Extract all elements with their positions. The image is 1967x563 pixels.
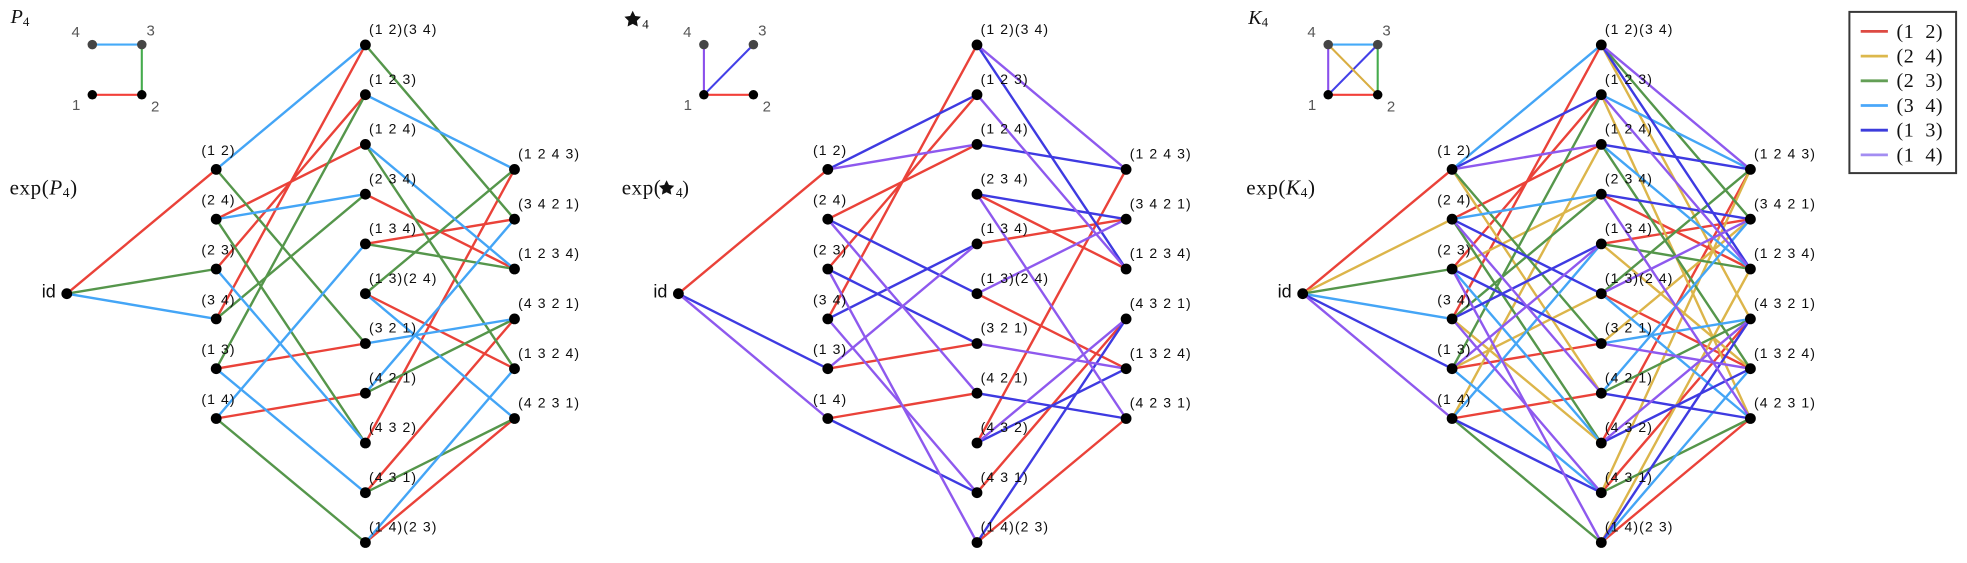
svg-text:4: 4 xyxy=(72,24,80,41)
svg-text:(1 2 3 4): (1 2 3 4) xyxy=(1130,245,1192,261)
svg-text:(1 2): (1 2) xyxy=(813,142,847,158)
svg-text:(1 4)(2 3): (1 4)(2 3) xyxy=(369,519,438,535)
svg-text:(4 2 3 1): (4 2 3 1) xyxy=(1130,395,1192,411)
svg-text:(1 2): (1 2) xyxy=(1437,142,1471,158)
svg-text:(1 3): (1 3) xyxy=(201,341,235,357)
svg-text:(4 3 2): (4 3 2) xyxy=(981,419,1029,435)
svg-text:(1 4)(2 3): (1 4)(2 3) xyxy=(981,519,1050,535)
svg-text:(1 2): (1 2) xyxy=(1897,21,1944,43)
svg-text:4: 4 xyxy=(676,185,683,200)
svg-text:(3 4 2 1): (3 4 2 1) xyxy=(1754,195,1816,211)
svg-text:(4 2 3 1): (4 2 3 1) xyxy=(1754,395,1816,411)
svg-text:(4 3 1): (4 3 1) xyxy=(1605,469,1653,485)
svg-text:(3 2 1): (3 2 1) xyxy=(1605,320,1653,336)
svg-text:(1 3): (1 3) xyxy=(813,341,847,357)
svg-text:(4 3 1): (4 3 1) xyxy=(369,469,417,485)
svg-text:(2 3): (2 3) xyxy=(201,242,235,258)
svg-text:3: 3 xyxy=(147,23,155,40)
svg-text:1: 1 xyxy=(1308,97,1316,114)
svg-text:(1 2 3 4): (1 2 3 4) xyxy=(518,245,580,261)
svg-text:(3 4 2 1): (3 4 2 1) xyxy=(1130,195,1192,211)
svg-text:2: 2 xyxy=(1387,99,1395,116)
svg-text:(1 3): (1 3) xyxy=(1897,120,1944,142)
svg-text:(1 3 2 4): (1 3 2 4) xyxy=(1130,345,1192,361)
svg-text:(1 3 4): (1 3 4) xyxy=(369,220,417,236)
svg-text:(2 3): (2 3) xyxy=(1437,242,1471,258)
svg-text:1: 1 xyxy=(72,97,80,114)
svg-text:(1 4)(2 3): (1 4)(2 3) xyxy=(1605,519,1674,535)
svg-text:(3 4): (3 4) xyxy=(1437,291,1471,307)
svg-text:id: id xyxy=(42,281,56,301)
svg-text:(1 2 4): (1 2 4) xyxy=(1605,121,1653,137)
svg-text:(2 4): (2 4) xyxy=(1437,192,1471,208)
svg-text:2: 2 xyxy=(151,99,159,116)
svg-text:(1 2)(3 4): (1 2)(3 4) xyxy=(1605,21,1674,37)
svg-text:4: 4 xyxy=(683,24,691,41)
svg-text:(4 3 2 1): (4 3 2 1) xyxy=(1130,295,1192,311)
svg-text:(2 4): (2 4) xyxy=(1897,46,1944,68)
svg-text:(1 2)(3 4): (1 2)(3 4) xyxy=(369,21,438,37)
svg-text:2: 2 xyxy=(763,99,771,116)
svg-text:3: 3 xyxy=(758,23,766,40)
svg-text:(1 2)(3 4): (1 2)(3 4) xyxy=(981,21,1050,37)
svg-text:(4 2 3 1): (4 2 3 1) xyxy=(518,395,580,411)
svg-text:(4 2 1): (4 2 1) xyxy=(369,369,417,385)
svg-text:(4 2 1): (4 2 1) xyxy=(981,369,1029,385)
svg-text:(3 2 1): (3 2 1) xyxy=(369,320,417,336)
svg-text:exp(P4): exp(P4) xyxy=(10,175,78,200)
svg-text:(1 2 4 3): (1 2 4 3) xyxy=(518,146,580,162)
svg-text:(3 4 2 1): (3 4 2 1) xyxy=(518,195,580,211)
svg-text:(2 3): (2 3) xyxy=(813,242,847,258)
svg-text:): ) xyxy=(682,177,689,199)
svg-text:(4 2 1): (4 2 1) xyxy=(1605,369,1653,385)
svg-text:(1 2 4): (1 2 4) xyxy=(981,121,1029,137)
svg-text:(1 2 3): (1 2 3) xyxy=(369,71,417,87)
svg-text:4: 4 xyxy=(1307,24,1315,41)
svg-text:(1 2 4 3): (1 2 4 3) xyxy=(1130,146,1192,162)
svg-text:(2 3 4): (2 3 4) xyxy=(981,170,1029,186)
svg-text:1: 1 xyxy=(684,97,692,114)
svg-text:(2 3): (2 3) xyxy=(1897,70,1944,92)
svg-text:(2 3 4): (2 3 4) xyxy=(369,170,417,186)
svg-text:(4 3 2 1): (4 3 2 1) xyxy=(518,295,580,311)
svg-text:(4 3 2): (4 3 2) xyxy=(369,419,417,435)
svg-text:(1 2 4): (1 2 4) xyxy=(369,121,417,137)
svg-text:(1 2 3 4): (1 2 3 4) xyxy=(1754,245,1816,261)
svg-text:(1 3)(2 4): (1 3)(2 4) xyxy=(1605,270,1674,286)
svg-text:(1 3)(2 4): (1 3)(2 4) xyxy=(981,270,1050,286)
svg-text:exp(: exp( xyxy=(622,175,662,199)
svg-text:(1 4): (1 4) xyxy=(1437,391,1471,407)
svg-text:3: 3 xyxy=(1382,23,1390,40)
svg-text:(2 4): (2 4) xyxy=(813,192,847,208)
svg-text:(1 3 4): (1 3 4) xyxy=(1605,220,1653,236)
svg-text:(3 4): (3 4) xyxy=(1897,95,1944,117)
svg-text:(4 3 2 1): (4 3 2 1) xyxy=(1754,295,1816,311)
svg-text:(1 3)(2 4): (1 3)(2 4) xyxy=(369,270,438,286)
svg-text:id: id xyxy=(653,281,667,301)
svg-text:4: 4 xyxy=(642,17,649,32)
svg-text:(1 3 4): (1 3 4) xyxy=(981,220,1029,236)
svg-text:(4 3 2): (4 3 2) xyxy=(1605,419,1653,435)
svg-text:(2 3 4): (2 3 4) xyxy=(1605,170,1653,186)
svg-text:(1 4): (1 4) xyxy=(1897,144,1944,166)
svg-text:(1 2 3): (1 2 3) xyxy=(981,71,1029,87)
svg-text:(1 2 3): (1 2 3) xyxy=(1605,71,1653,87)
svg-text:(1 4): (1 4) xyxy=(813,391,847,407)
svg-text:(3 4): (3 4) xyxy=(201,291,235,307)
svg-text:(1 2 4 3): (1 2 4 3) xyxy=(1754,146,1816,162)
svg-text:(1 3): (1 3) xyxy=(1437,341,1471,357)
svg-text:(1 2): (1 2) xyxy=(201,142,235,158)
svg-text:(1 4): (1 4) xyxy=(201,391,235,407)
svg-text:(1 3 2 4): (1 3 2 4) xyxy=(518,345,580,361)
svg-text:(4 3 1): (4 3 1) xyxy=(981,469,1029,485)
svg-text:id: id xyxy=(1278,281,1292,301)
svg-text:(3 2 1): (3 2 1) xyxy=(981,320,1029,336)
svg-text:(2 4): (2 4) xyxy=(201,192,235,208)
svg-text:(1 3 2 4): (1 3 2 4) xyxy=(1754,345,1816,361)
svg-text:(3 4): (3 4) xyxy=(813,291,847,307)
